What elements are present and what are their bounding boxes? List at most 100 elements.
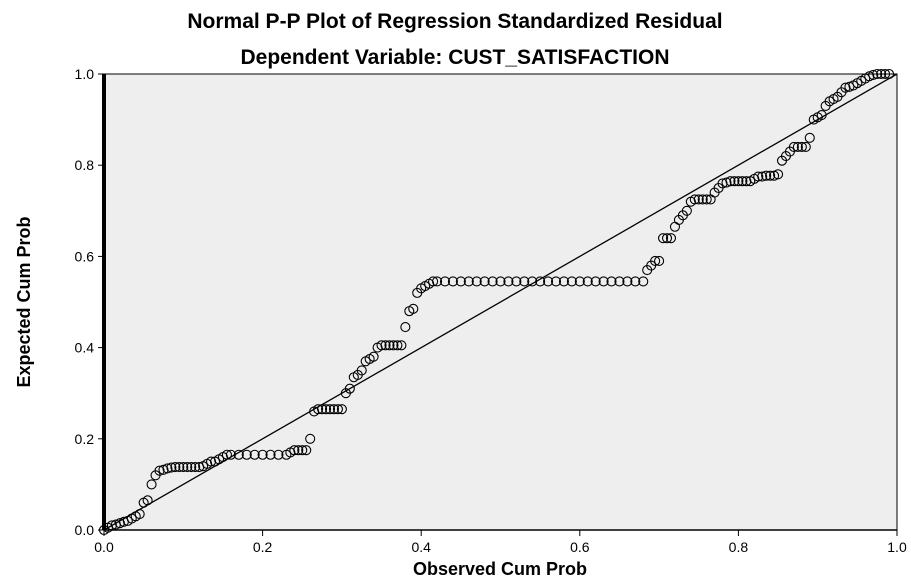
data-point bbox=[697, 194, 708, 205]
data-point bbox=[134, 508, 145, 520]
data-point bbox=[428, 276, 439, 287]
x-tick-label: 0.8 bbox=[729, 539, 749, 555]
x-tick-label: 0.4 bbox=[411, 539, 431, 555]
data-point bbox=[463, 276, 474, 287]
data-point bbox=[630, 276, 641, 287]
data-point bbox=[614, 276, 625, 287]
data-point bbox=[313, 404, 324, 415]
data-point bbox=[257, 449, 268, 460]
data-point bbox=[864, 71, 875, 82]
data-point bbox=[400, 322, 411, 333]
data-point bbox=[693, 194, 704, 205]
data-point bbox=[166, 462, 177, 473]
data-point bbox=[396, 340, 407, 351]
data-point bbox=[182, 462, 193, 473]
data-point bbox=[519, 276, 530, 287]
data-point bbox=[543, 276, 554, 287]
data-point bbox=[876, 68, 887, 80]
data-point bbox=[737, 176, 748, 187]
x-tick-label: 1.0 bbox=[887, 539, 907, 555]
data-point bbox=[344, 383, 355, 394]
data-point bbox=[206, 456, 217, 467]
data-point bbox=[717, 178, 728, 189]
data-point bbox=[689, 194, 700, 205]
data-point bbox=[765, 170, 776, 181]
data-point bbox=[392, 340, 403, 351]
data-point bbox=[658, 233, 669, 244]
data-point bbox=[582, 276, 593, 287]
data-point bbox=[816, 109, 827, 121]
data-point bbox=[388, 340, 399, 351]
data-point bbox=[681, 205, 692, 216]
data-point bbox=[550, 276, 562, 287]
data-point bbox=[190, 462, 201, 473]
data-point bbox=[241, 449, 252, 460]
data-point bbox=[455, 276, 466, 287]
data-point bbox=[233, 449, 244, 460]
data-point bbox=[324, 404, 336, 415]
data-point bbox=[186, 462, 197, 473]
data-point bbox=[606, 276, 617, 287]
data-point bbox=[328, 404, 340, 415]
data-point bbox=[701, 194, 712, 205]
data-point bbox=[884, 68, 895, 80]
data-point bbox=[495, 276, 506, 287]
x-tick-label: 0.6 bbox=[570, 539, 590, 555]
data-point bbox=[380, 340, 391, 351]
data-point bbox=[757, 171, 768, 182]
chart-subtitle: Dependent Variable: CUST_SATISFACTION bbox=[240, 46, 669, 69]
data-point bbox=[721, 177, 732, 188]
data-point bbox=[384, 340, 395, 351]
data-point bbox=[114, 518, 125, 529]
data-point bbox=[650, 255, 661, 267]
data-point bbox=[788, 141, 799, 153]
x-tick-label: 0.0 bbox=[94, 539, 114, 555]
data-point bbox=[761, 170, 772, 181]
data-point bbox=[638, 276, 649, 287]
data-point bbox=[527, 276, 538, 287]
x-axis-label: Observed Cum Prob bbox=[413, 559, 587, 579]
data-point bbox=[320, 404, 332, 415]
data-point bbox=[174, 462, 185, 473]
data-point bbox=[301, 445, 312, 456]
data-point bbox=[265, 449, 276, 460]
data-point bbox=[733, 176, 744, 187]
data-point bbox=[729, 176, 740, 187]
data-point bbox=[154, 465, 165, 476]
data-points bbox=[98, 68, 895, 536]
data-point bbox=[439, 276, 451, 287]
data-point bbox=[880, 68, 891, 80]
data-point bbox=[158, 464, 169, 475]
data-point bbox=[146, 479, 157, 490]
data-point bbox=[868, 69, 879, 80]
data-point bbox=[665, 233, 677, 244]
data-point bbox=[796, 141, 807, 153]
data-point bbox=[872, 68, 883, 80]
y-tick-label: 0.2 bbox=[75, 431, 95, 447]
data-point bbox=[336, 404, 347, 415]
axis-ticks: 0.0 0.2 0.4 0.6 0.8 1.0 0.0 0.2 0.4 0.6 0.8 1.0 bbox=[75, 66, 907, 555]
data-point bbox=[566, 276, 577, 287]
data-point bbox=[479, 276, 490, 287]
data-point bbox=[772, 169, 784, 180]
data-point bbox=[574, 276, 585, 287]
y-tick-label: 1.0 bbox=[75, 66, 95, 82]
data-point bbox=[368, 351, 379, 362]
data-point bbox=[487, 276, 498, 287]
data-point bbox=[432, 276, 443, 287]
data-point bbox=[221, 449, 232, 460]
data-point bbox=[332, 404, 343, 415]
data-point bbox=[800, 141, 811, 153]
data-point bbox=[293, 445, 304, 456]
data-point bbox=[447, 276, 458, 287]
y-axis-label: Expected Cum Prob bbox=[14, 216, 34, 387]
data-point bbox=[305, 433, 316, 444]
data-point bbox=[503, 276, 514, 287]
data-point bbox=[170, 462, 181, 473]
data-point bbox=[162, 463, 173, 474]
data-point bbox=[741, 176, 752, 187]
y-tick-label: 0.8 bbox=[75, 157, 95, 173]
y-tick-label: 0.6 bbox=[75, 248, 95, 264]
data-point bbox=[654, 255, 665, 267]
